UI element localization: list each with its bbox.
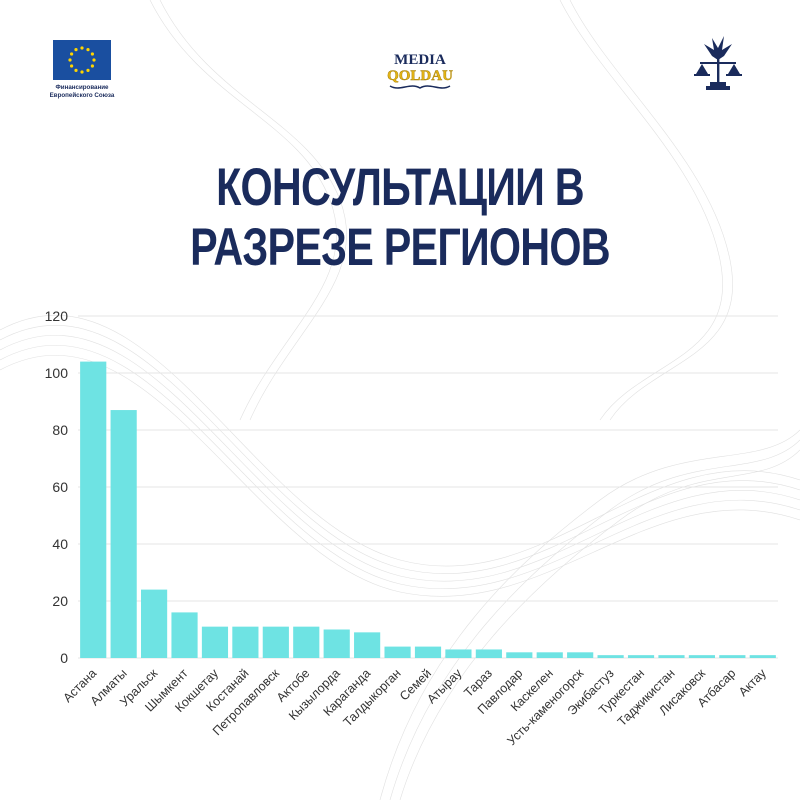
bar [293, 626, 320, 658]
eu-funding-logo: Финансирование Европейского Союза [40, 40, 124, 100]
regions-bar-chart: 0 20 40 60 80 100 120 АстанаАлматыУральскШымке… [45, 308, 778, 748]
chart-grid [78, 315, 778, 659]
bar [627, 655, 655, 658]
media-logo-bottom: QOLDAU [387, 68, 453, 84]
bar [414, 646, 442, 658]
media-logo-top: MEDIA [394, 52, 446, 68]
y-tick-label: 60 [52, 479, 68, 495]
bar [201, 626, 229, 658]
chart-bars [80, 361, 776, 658]
bar [688, 655, 715, 658]
bar [536, 652, 563, 658]
x-tick-label: Актау [736, 666, 769, 699]
bar [232, 626, 259, 658]
y-tick-label: 0 [60, 650, 68, 666]
eu-caption-line1: Финансирование [55, 84, 109, 91]
media-qoldau-logo: MEDIA QOLDAU [387, 52, 453, 89]
title-line-1: КОНСУЛЬТАЦИИ В [216, 158, 585, 217]
bar [80, 361, 107, 658]
bar [567, 652, 594, 658]
y-tick-label: 120 [45, 308, 69, 324]
bar [110, 410, 137, 658]
y-axis-ticks: 0 20 40 60 80 100 120 [45, 308, 69, 666]
eu-caption-line2: Европейского Союза [49, 92, 115, 99]
y-tick-label: 20 [52, 593, 68, 609]
bar [445, 649, 472, 658]
bar [384, 646, 411, 658]
y-tick-label: 100 [45, 365, 69, 381]
bar [171, 612, 198, 658]
x-axis-labels: АстанаАлматыУральскШымкентКокшетауКостан… [60, 666, 769, 748]
page-title: КОНСУЛЬТАЦИИ В РАЗРЕЗЕ РЕГИОНОВ [88, 158, 712, 278]
x-tick-label: Атырау [424, 666, 465, 707]
bar [719, 655, 746, 658]
bar [354, 632, 381, 658]
y-tick-label: 40 [52, 536, 68, 552]
bar [749, 655, 776, 658]
bar [658, 655, 685, 658]
legal-emblem-icon [694, 36, 742, 90]
bar [597, 655, 624, 658]
eu-flag-icon [53, 40, 111, 80]
ornament-icon [389, 85, 451, 89]
bar [262, 626, 289, 658]
bar [141, 589, 168, 658]
bar [506, 652, 533, 658]
title-line-2: РАЗРЕЗЕ РЕГИОНОВ [190, 218, 610, 277]
bar [323, 629, 350, 658]
bar [475, 649, 502, 658]
y-tick-label: 80 [52, 422, 68, 438]
